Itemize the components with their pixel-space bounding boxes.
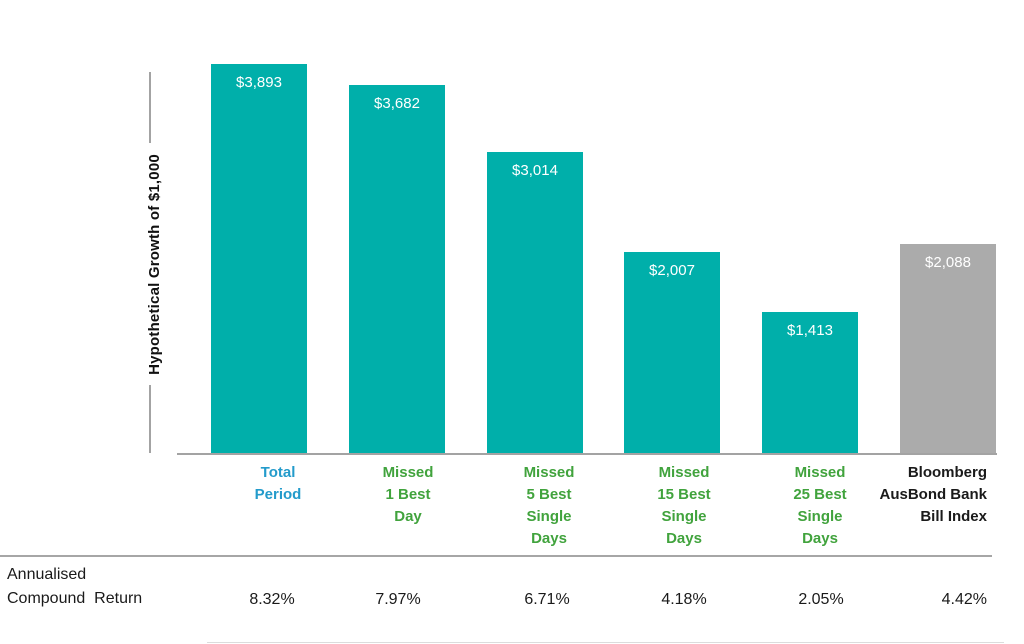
y-axis-title: Hypothetical Growth of $1,000 (94, 144, 214, 384)
bar-value-label: $2,088 (925, 254, 971, 271)
bar-4: $2,007 (624, 252, 720, 453)
bar-6: $2,088 (900, 244, 996, 453)
row-label-line-1: Annualised (7, 566, 87, 583)
table-separator-line (0, 555, 992, 557)
bar-value-label: $3,893 (236, 74, 282, 91)
row-label-annualised-compound-return: Annualised Compound Return (7, 563, 142, 611)
annualised-return-value-3: 6.71% (524, 591, 570, 608)
bar-5: $1,413 (762, 312, 858, 453)
annualised-return-value-2: 7.97% (375, 591, 421, 608)
category-label-4: Missed 15 Best Single Days (657, 464, 711, 547)
table-bottom-border (207, 642, 1004, 643)
bar-1: $3,893 (211, 64, 307, 453)
bar-value-label: $3,682 (374, 95, 420, 112)
bar-value-label: $1,413 (787, 322, 833, 339)
y-axis-label-box (127, 171, 181, 385)
bar-value-label: $2,007 (649, 262, 695, 279)
annualised-return-value-4: 4.18% (661, 591, 707, 608)
annualised-return-value-5: 2.05% (798, 591, 844, 608)
row-label-line-2: Compound Return (7, 590, 143, 607)
bar-2: $3,682 (349, 85, 445, 453)
category-label-1: Total Period (254, 464, 302, 503)
category-label-2: Missed 1 Best Day (382, 464, 434, 525)
annualised-return-value-1: 8.32% (249, 591, 295, 608)
category-label-5: Missed 25 Best Single Days (793, 464, 847, 547)
bar-3: $3,014 (487, 152, 583, 453)
category-label-3: Missed 5 Best Single Days (523, 464, 575, 547)
category-label-6: Bloomberg AusBond Bank Bill Index (879, 464, 987, 525)
bar-value-label: $3,014 (512, 162, 558, 179)
y-axis-title-text: Hypothetical Growth of $1,000 (145, 153, 163, 375)
annualised-return-value-6: 4.42% (941, 591, 987, 608)
x-axis-line (177, 453, 997, 455)
y-axis-label-box-top (137, 143, 166, 175)
